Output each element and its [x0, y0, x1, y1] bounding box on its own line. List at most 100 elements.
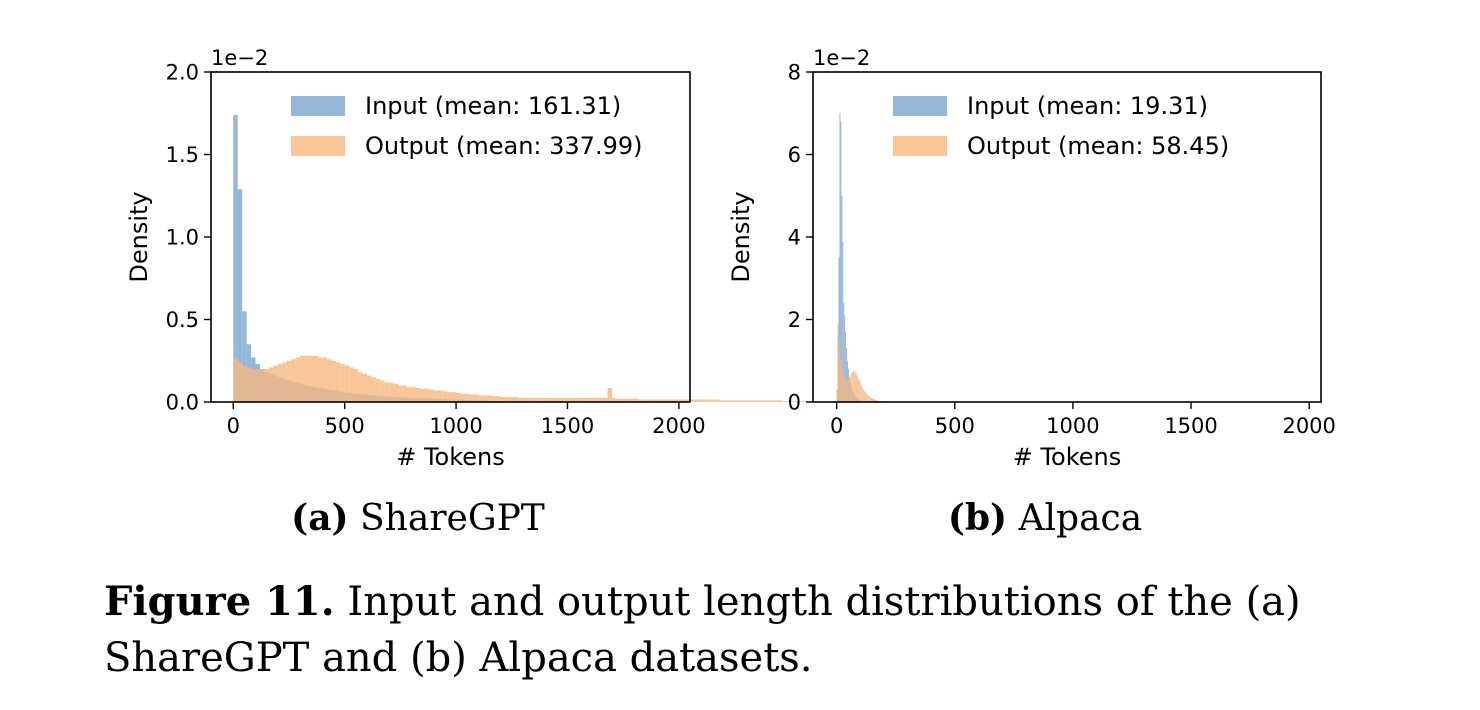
histogram-bar: [260, 369, 265, 402]
histogram-bar: [723, 400, 728, 402]
histogram-bar: [772, 400, 777, 402]
legend: Input (mean: 161.31) Output (mean: 337.99…: [291, 92, 642, 160]
subfigure-caption: (b) Alpaca: [948, 497, 1142, 539]
histogram-bar: [683, 399, 688, 402]
histogram-bar: [464, 393, 470, 402]
histogram-bar: [402, 385, 408, 402]
x-axis-label: # Tokens: [1013, 443, 1122, 471]
histogram-bar: [863, 389, 865, 403]
histogram-bar: [344, 365, 350, 402]
y-tick-label: 1.0: [166, 226, 199, 250]
histogram-bar: [531, 397, 537, 403]
histogram-bar: [358, 372, 363, 402]
histogram-bar: [389, 383, 394, 402]
histogram-bar: [447, 392, 452, 402]
histogram-bar: [273, 365, 278, 402]
y-tick-label: 2.0: [166, 61, 199, 85]
histogram-bar: [411, 387, 416, 402]
histogram-bar: [661, 399, 666, 402]
histogram-bar: [291, 359, 296, 402]
histogram-bar: [563, 397, 568, 403]
histogram-bar: [500, 397, 506, 402]
histogram-bar: [848, 377, 850, 402]
histogram-bar: [460, 393, 465, 402]
histogram-bar: [603, 397, 608, 403]
histogram-bar: [505, 397, 510, 402]
histogram-bar: [393, 383, 399, 402]
histogram-bar: [847, 360, 848, 402]
figure-caption-label: Figure 11.: [104, 578, 335, 625]
series-output-bars: [233, 355, 813, 403]
y-tick-label: 1.5: [166, 143, 199, 167]
histogram-bar: [277, 364, 283, 402]
histogram-bar: [549, 397, 555, 403]
histogram-bar: [866, 394, 868, 402]
y-offset-label: 1e−2: [211, 46, 268, 70]
plot-frame: [812, 71, 1322, 403]
histogram-bar: [647, 399, 653, 402]
histogram-bar: [536, 397, 541, 403]
histogram-bar: [858, 379, 860, 402]
histogram-bar: [558, 397, 564, 403]
legend: Input (mean: 19.31) Output (mean: 58.45): [893, 92, 1229, 160]
x-tick-label: 1000: [1046, 414, 1099, 438]
histogram-bar: [843, 303, 845, 402]
histogram-bar: [264, 369, 269, 402]
legend-swatch: [893, 96, 947, 116]
histogram-bar: [286, 360, 292, 402]
histogram-bar: [482, 395, 488, 402]
histogram-bar: [309, 355, 314, 402]
plot-frame: [210, 71, 691, 403]
histogram-bar: [576, 397, 581, 403]
histogram-bar: [847, 381, 848, 403]
histogram-bar: [380, 380, 385, 402]
figure-caption-text: Input and output length distributions of…: [104, 579, 1301, 681]
histogram-bar: [864, 392, 866, 402]
histogram-bar: [456, 392, 461, 402]
histogram-bar: [420, 388, 425, 402]
subfigure-letter: (a): [291, 497, 348, 539]
histogram-bar: [763, 400, 768, 402]
histogram-bar: [643, 399, 648, 402]
histogram-bar: [754, 400, 760, 402]
histogram-bar: [589, 397, 595, 403]
histogram-bar: [855, 373, 857, 403]
histogram-bar: [567, 397, 572, 403]
histogram-bar: [612, 397, 617, 403]
histogram-bar: [509, 397, 514, 402]
histogram-bar: [839, 113, 841, 402]
y-tick-label: 2: [788, 308, 801, 332]
histogram-bar: [732, 400, 737, 402]
histogram-bar: [527, 397, 532, 403]
histogram-bar: [869, 397, 871, 402]
subfigure-letter: (b): [948, 497, 1007, 539]
histogram-bar: [852, 371, 854, 402]
histogram-bar: [862, 387, 864, 402]
histogram-bar: [522, 397, 528, 403]
histogram-bar: [371, 377, 376, 402]
histogram-bars: [836, 113, 884, 403]
x-tick-label: 1000: [429, 414, 482, 438]
histogram-bar: [594, 397, 599, 403]
histogram-bar: [870, 397, 872, 403]
y-axis-label: Density: [727, 191, 755, 282]
histogram-bar: [845, 379, 847, 402]
x-tick-label: 500: [325, 414, 365, 438]
histogram-bar: [868, 396, 870, 402]
histogram-bar: [398, 385, 403, 402]
histogram-bar: [620, 398, 626, 402]
histogram-bar: [844, 315, 846, 403]
histogram-bar: [317, 357, 323, 402]
y-tick-label: 0: [788, 391, 801, 415]
histogram-bar: [776, 400, 782, 402]
y-tick-label: 0.0: [166, 391, 199, 415]
histogram-bar: [669, 399, 675, 402]
histogram-bar: [433, 390, 439, 402]
legend-entry-label: Input (mean: 161.31): [365, 92, 621, 120]
histogram-bar: [353, 369, 359, 402]
y-offset-label: 1e−2: [813, 46, 870, 70]
series-output-bars: [836, 323, 884, 403]
histogram-bar: [656, 399, 662, 402]
histogram-bar: [845, 331, 847, 403]
